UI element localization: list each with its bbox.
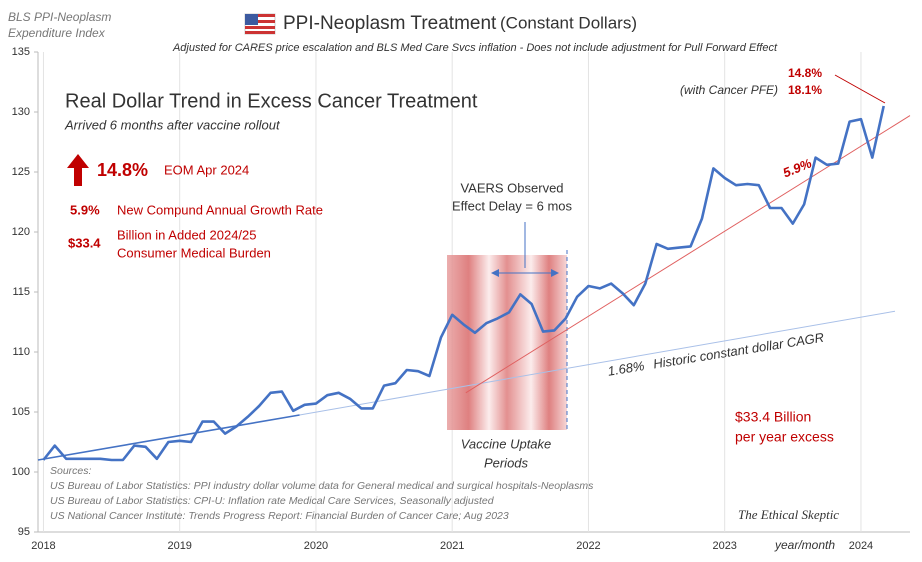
billion-note: Consumer Medical Burden [117, 245, 271, 260]
chart-title-suffix: (Constant Dollars) [500, 13, 637, 32]
y-tick-label: 100 [12, 466, 30, 478]
sources: US Bureau of Labor Statistics: PPI indus… [50, 480, 594, 492]
x-tick-label: 2024 [849, 540, 873, 552]
callout-line [834, 74, 886, 104]
vaccine-band [447, 255, 567, 430]
sources: Sources: [50, 465, 92, 477]
vaers-note: Effect Delay = 6 mos [452, 198, 573, 213]
y-tick-label: 110 [12, 346, 30, 358]
chart-title: PPI-Neoplasm Treatment [283, 13, 497, 34]
sources: US National Cancer Institute: Trends Pro… [50, 510, 509, 522]
corner-title: BLS PPI-Neoplasm [8, 10, 111, 24]
vaers-note: VAERS Observed [460, 180, 563, 195]
x-tick-label: 2021 [440, 540, 464, 552]
y-tick-label: 135 [12, 46, 30, 58]
historic-note: Historic constant dollar CAGR [652, 330, 825, 372]
data-line [42, 105, 885, 462]
pct-big: 14.8% [97, 160, 148, 180]
trend-line [465, 115, 911, 394]
historic-pct: 1.68% [607, 358, 646, 379]
x-tick-label: 2019 [167, 540, 191, 552]
pfe-note: (with Cancer PFE) [680, 83, 778, 97]
x-tick-label: 2022 [576, 540, 600, 552]
flag [244, 13, 276, 35]
trend-line [299, 310, 896, 416]
x-axis-label: year/month [774, 538, 835, 552]
end-pct: 14.8% [788, 66, 822, 80]
trend-line [37, 414, 300, 461]
y-tick-label: 130 [12, 106, 30, 118]
sources: US Bureau of Labor Statistics: CPI-U: In… [50, 495, 495, 507]
y-tick-label: 125 [12, 166, 30, 178]
y-tick-label: 95 [18, 526, 30, 538]
corner-title: Expenditure Index [8, 26, 106, 40]
headline-sub: Arrived 6 months after vaccine rollout [64, 117, 281, 132]
x-tick-label: 2023 [712, 540, 736, 552]
y-tick-label: 115 [12, 286, 30, 298]
subtitle: Adjusted for CARES price escalation and … [172, 42, 778, 54]
y-tick-label: 120 [12, 226, 30, 238]
vaccine-label: Periods [484, 455, 529, 470]
plot [37, 105, 911, 462]
x-tick-label: 2018 [31, 540, 55, 552]
grid: 95 100 105 110 115 120 125 130 135 2018 2019 2020 20… [12, 46, 910, 552]
excess-note: $33.4 Billion [735, 409, 811, 425]
x-tick-label: 2020 [304, 540, 328, 552]
excess-note: per year excess [735, 429, 834, 445]
trend-pct: 5.9% [781, 155, 815, 180]
headline: Real Dollar Trend in Excess Cancer Treat… [65, 90, 478, 112]
vaccine-label: Vaccine Uptake [461, 436, 552, 451]
credit: The Ethical Skeptic [738, 507, 839, 522]
cagr: 5.9% [70, 202, 100, 217]
cagr-note: New Compund Annual Growth Rate [117, 202, 323, 217]
pct-note: EOM Apr 2024 [164, 162, 249, 177]
billion-note: Billion in Added 2024/25 [117, 227, 257, 242]
up-arrow [67, 154, 89, 186]
pfe-pct: 18.1% [788, 83, 822, 97]
y-tick-label: 105 [12, 406, 30, 418]
billion: $33.4 [68, 235, 101, 250]
